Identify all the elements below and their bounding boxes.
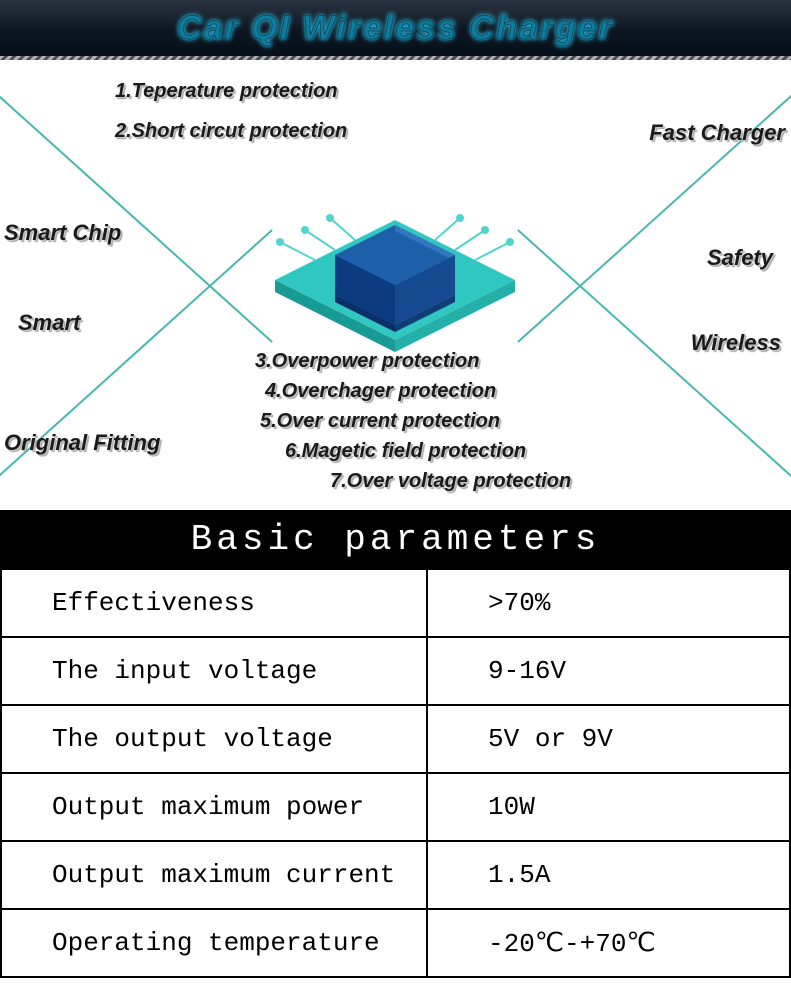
protection-item: 1.Teperature protection <box>115 80 338 103</box>
side-label-right: Fast Charger <box>649 120 785 146</box>
side-label-right: Wireless <box>691 330 781 356</box>
side-label-right: Safety <box>707 245 773 271</box>
parameters-heading: Basic parameters <box>0 510 791 568</box>
param-value: 1.5A <box>427 841 790 909</box>
side-label-left: Original Fitting <box>4 430 160 456</box>
param-name: The input voltage <box>1 637 427 705</box>
param-name: Operating temperature <box>1 909 427 977</box>
page-title: Car QI Wireless Charger <box>177 9 614 48</box>
param-name: The output voltage <box>1 705 427 773</box>
param-value: >70% <box>427 569 790 637</box>
side-label-left: Smart Chip <box>4 220 121 246</box>
chip-graphic <box>255 160 535 360</box>
table-row: Operating temperature -20℃-+70℃ <box>1 909 790 977</box>
chip-icon <box>255 160 535 360</box>
table-row: The input voltage 9-16V <box>1 637 790 705</box>
diagonal-line <box>0 229 273 510</box>
param-name: Output maximum current <box>1 841 427 909</box>
param-value: 10W <box>427 773 790 841</box>
param-value: 9-16V <box>427 637 790 705</box>
param-name: Output maximum power <box>1 773 427 841</box>
param-value: -20℃-+70℃ <box>427 909 790 977</box>
param-name: Effectiveness <box>1 569 427 637</box>
table-row: Output maximum power 10W <box>1 773 790 841</box>
parameters-table: Effectiveness >70% The input voltage 9-1… <box>0 568 791 978</box>
table-row: Effectiveness >70% <box>1 569 790 637</box>
protection-item: 5.Over current protection <box>260 410 500 433</box>
protection-item: 7.Over voltage protection <box>330 470 571 493</box>
protection-item: 6.Magetic field protection <box>285 440 526 463</box>
header-banner: Car QI Wireless Charger <box>0 0 791 60</box>
protection-item: 2.Short circut protection <box>115 120 347 143</box>
diagonal-line <box>517 60 791 343</box>
param-value: 5V or 9V <box>427 705 790 773</box>
side-label-left: Smart <box>18 310 80 336</box>
diagonal-line <box>517 229 791 510</box>
table-row: Output maximum current 1.5A <box>1 841 790 909</box>
infographic-area: 1.Teperature protection 2.Short circut p… <box>0 60 791 510</box>
protection-item: 4.Overchager protection <box>265 380 496 403</box>
table-row: The output voltage 5V or 9V <box>1 705 790 773</box>
